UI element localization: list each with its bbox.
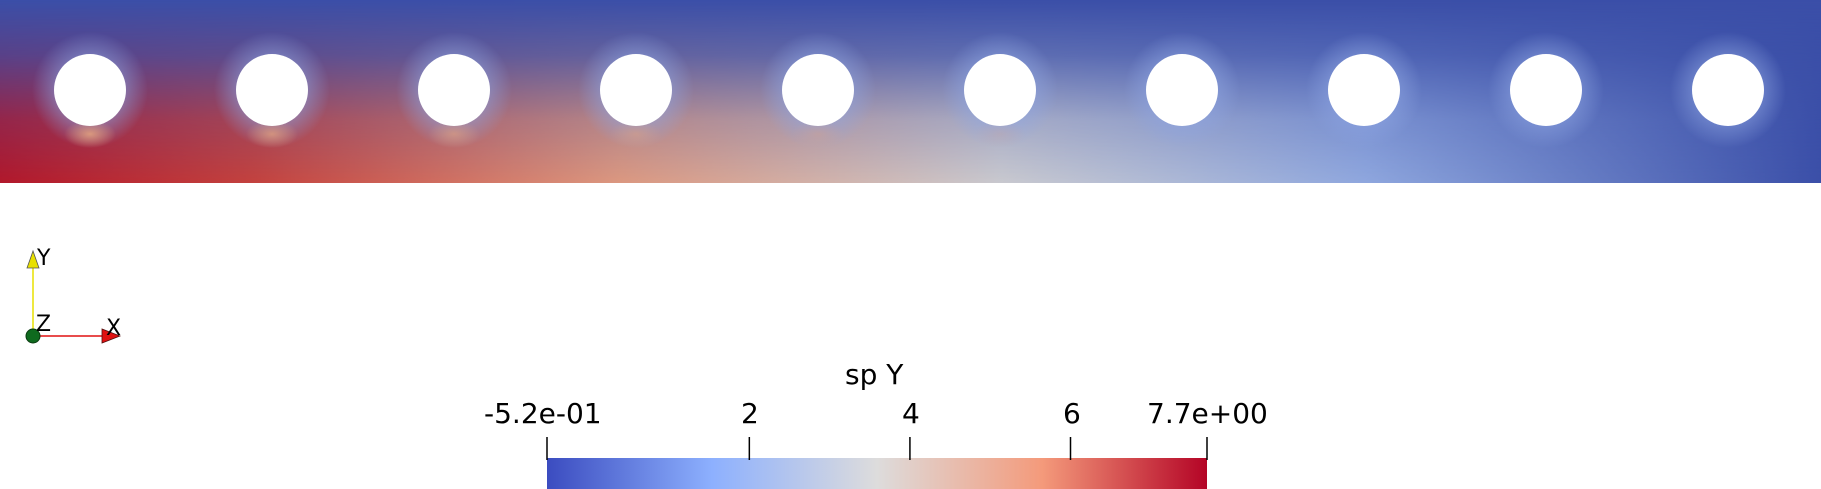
scalar-bar-min-label: -5.2e-01 bbox=[484, 397, 602, 430]
hole bbox=[1328, 54, 1400, 126]
hole bbox=[1146, 54, 1218, 126]
y-axis-arrow bbox=[26, 249, 40, 269]
x-axis-arrow bbox=[101, 328, 122, 344]
hole bbox=[54, 54, 126, 126]
scalar-bar-swatch bbox=[547, 458, 1207, 489]
hole bbox=[964, 54, 1036, 126]
scalar-bar-tick-label-6: 6 bbox=[1063, 397, 1081, 430]
hole bbox=[782, 54, 854, 126]
scalar-bar-title: sp Y bbox=[845, 358, 904, 391]
scalar-bar bbox=[546, 437, 1208, 489]
y-axis-label: Y bbox=[37, 246, 51, 271]
hole-stress-concentration bbox=[64, 120, 116, 148]
hole-stress-concentration bbox=[610, 120, 662, 148]
plate-model[interactable] bbox=[0, 0, 1821, 183]
hole bbox=[418, 54, 490, 126]
scalar-bar-tick-label-2: 2 bbox=[741, 397, 759, 430]
holes-group bbox=[32, 32, 1786, 148]
scalar-bar-ticks bbox=[546, 437, 1208, 460]
hole-stress-concentration bbox=[974, 120, 1026, 148]
hole-stress-concentration bbox=[428, 120, 480, 148]
scalar-bar-max-label: 7.7e+00 bbox=[1147, 397, 1268, 430]
hole bbox=[236, 54, 308, 126]
x-axis-label: X bbox=[106, 316, 122, 341]
hole bbox=[1692, 54, 1764, 126]
scalar-bar-tick-label-4: 4 bbox=[902, 397, 920, 430]
z-axis-label: Z bbox=[36, 312, 52, 337]
hole-stress-concentration bbox=[792, 120, 844, 148]
orientation-axes bbox=[25, 249, 122, 344]
hole-stress-concentration bbox=[246, 120, 298, 148]
z-axis-marker bbox=[25, 328, 41, 344]
hole bbox=[600, 54, 672, 126]
hole bbox=[1510, 54, 1582, 126]
